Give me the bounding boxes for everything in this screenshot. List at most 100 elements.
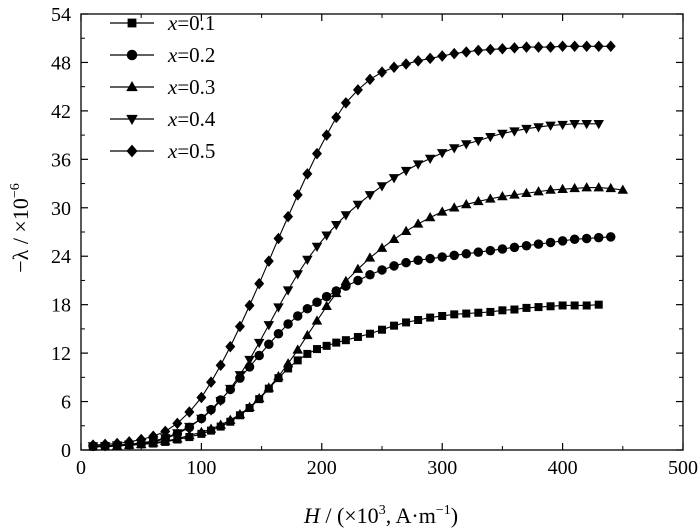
data-point-x-0-5 xyxy=(449,47,460,60)
data-point-x-0-5 xyxy=(283,210,294,223)
legend-value: =0.4 xyxy=(177,107,216,131)
x-tick-label: 100 xyxy=(186,457,216,479)
data-point-x-0-5 xyxy=(352,84,363,96)
data-point-x-0-5 xyxy=(302,168,313,180)
data-point-x-0-5 xyxy=(136,433,147,446)
y-tick-label: 6 xyxy=(61,392,71,414)
data-point-x-0-3 xyxy=(461,199,472,209)
data-point-x-0-3 xyxy=(581,182,592,192)
x-axis-label-close: ) xyxy=(451,503,458,528)
data-point-x-0-4 xyxy=(388,174,400,184)
data-point-x-0-4 xyxy=(340,211,352,221)
data-point-x-0-1 xyxy=(378,325,386,334)
data-point-x-0-4 xyxy=(557,120,568,131)
data-point-x-0-2 xyxy=(292,311,303,321)
data-point-x-0-5 xyxy=(461,46,472,58)
data-point-x-0-5 xyxy=(605,40,616,53)
data-point-x-0-4 xyxy=(521,124,532,135)
data-point-x-0-5 xyxy=(545,41,556,53)
y-tick-label: 48 xyxy=(51,52,71,74)
data-point-x-0-5 xyxy=(254,277,265,290)
data-point-x-0-4 xyxy=(321,231,332,241)
y-tick-label: 18 xyxy=(51,295,71,317)
data-point-x-0-2 xyxy=(425,253,435,264)
data-point-x-0-1 xyxy=(341,336,350,345)
data-point-x-0-5 xyxy=(533,41,544,53)
data-point-x-0-1 xyxy=(353,332,362,341)
data-point-x-0-5 xyxy=(225,340,236,353)
data-point-x-0-3 xyxy=(473,195,484,206)
data-point-x-0-2 xyxy=(312,297,322,307)
data-point-x-0-1 xyxy=(462,309,471,318)
data-point-x-0-1 xyxy=(390,321,399,330)
data-point-x-0-4 xyxy=(448,144,460,154)
data-point-x-0-3 xyxy=(424,211,436,222)
data-point-x-0-2 xyxy=(557,236,568,246)
data-point-x-0-5 xyxy=(321,129,332,141)
x-tick-label: 500 xyxy=(668,457,698,479)
data-point-x-0-4 xyxy=(376,182,388,192)
data-point-x-0-2 xyxy=(302,303,313,314)
y-tick-label: 42 xyxy=(51,101,71,123)
data-point-x-0-2 xyxy=(377,265,387,275)
x-tick-label: 0 xyxy=(76,457,86,479)
data-point-x-0-4 xyxy=(311,242,323,253)
data-point-x-0-3 xyxy=(485,193,496,203)
data-point-x-0-4 xyxy=(253,338,265,349)
data-point-x-0-3 xyxy=(340,275,352,286)
data-point-x-0-5 xyxy=(389,61,400,74)
data-point-x-0-4 xyxy=(593,120,604,130)
data-point-x-0-3 xyxy=(225,414,236,424)
legend-marker-x-0-2 xyxy=(126,49,138,61)
data-point-x-0-4 xyxy=(581,120,592,130)
data-point-x-0-5 xyxy=(485,43,496,56)
data-point-x-0-4 xyxy=(533,123,544,133)
y-tick-label: 54 xyxy=(51,4,71,26)
data-point-x-0-3 xyxy=(521,187,532,197)
data-point-x-0-3 xyxy=(273,371,284,381)
data-point-x-0-3 xyxy=(376,242,388,252)
y-tick-label: 36 xyxy=(51,149,71,171)
data-point-x-0-4 xyxy=(412,160,424,170)
data-point-x-0-5 xyxy=(413,55,424,67)
data-point-x-0-4 xyxy=(234,371,246,381)
x-axis-label-unit: / (×10 xyxy=(320,503,379,528)
data-point-x-0-3 xyxy=(184,429,195,440)
data-point-x-0-3 xyxy=(205,423,217,433)
data-point-x-0-3 xyxy=(593,182,604,192)
data-point-x-0-1 xyxy=(474,308,483,317)
data-point-x-0-1 xyxy=(414,316,423,325)
legend-label-x-0-5: x=0.5 xyxy=(167,139,215,163)
data-point-x-0-3 xyxy=(605,182,617,193)
data-point-x-0-4 xyxy=(509,127,520,137)
data-point-x-0-5 xyxy=(234,320,245,333)
data-point-x-0-5 xyxy=(215,359,226,371)
data-point-x-0-4 xyxy=(497,129,508,139)
series-line-x-0-1 xyxy=(93,304,599,448)
data-point-x-0-2 xyxy=(521,240,532,251)
data-point-x-0-4 xyxy=(569,120,580,130)
data-point-x-0-5 xyxy=(509,42,520,54)
data-point-x-0-1 xyxy=(534,303,543,312)
x-tick-label: 300 xyxy=(427,457,457,479)
legend-variable: x xyxy=(167,11,178,35)
data-point-x-0-4 xyxy=(473,137,484,147)
data-point-x-0-2 xyxy=(461,249,472,259)
data-point-x-0-2 xyxy=(401,257,411,268)
data-point-x-0-2 xyxy=(264,339,274,349)
data-point-x-0-4 xyxy=(205,406,217,416)
x-axis-label-unit-tail: , A·m xyxy=(386,503,436,528)
data-point-x-0-5 xyxy=(124,436,135,448)
legend-marker-x-0-3 xyxy=(126,80,138,92)
y-tick-label: 0 xyxy=(61,440,71,462)
data-point-x-0-3 xyxy=(253,392,265,403)
data-point-x-0-2 xyxy=(244,362,255,372)
legend-variable: x xyxy=(167,107,178,131)
legend-marker-x-0-5 xyxy=(126,144,138,158)
data-point-x-0-4 xyxy=(485,132,496,143)
data-point-x-0-4 xyxy=(352,200,364,211)
legend-value: =0.1 xyxy=(177,11,215,35)
data-point-x-0-1 xyxy=(322,341,331,350)
data-point-x-0-4 xyxy=(436,149,448,159)
data-point-x-0-3 xyxy=(557,183,568,193)
